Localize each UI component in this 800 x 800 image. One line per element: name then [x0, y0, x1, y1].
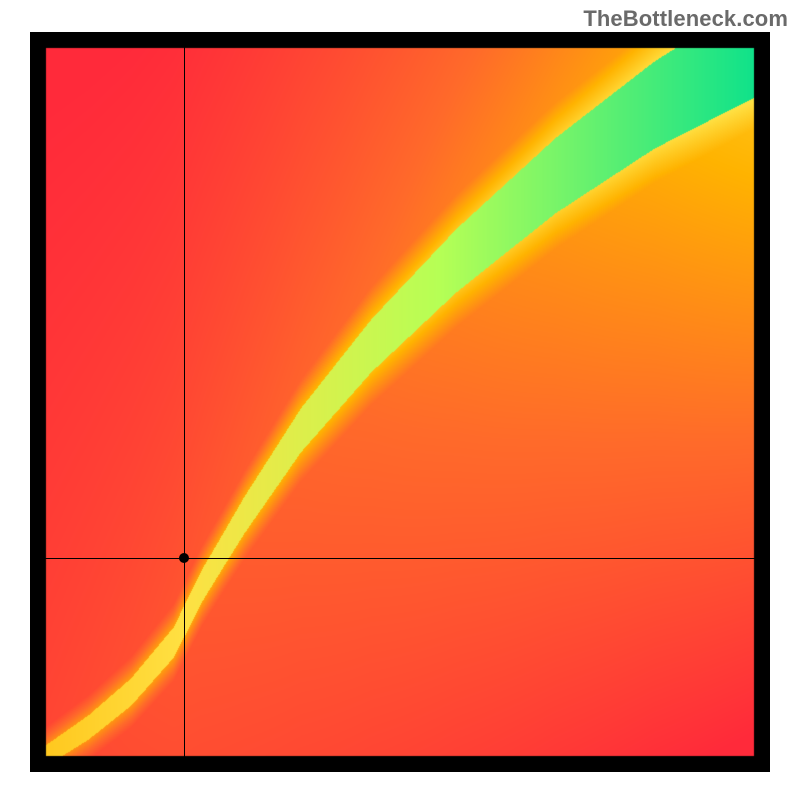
watermark-text: TheBottleneck.com: [583, 6, 788, 32]
figure-frame: TheBottleneck.com: [0, 0, 800, 800]
crosshair-vertical: [184, 32, 185, 772]
heatmap-canvas: [30, 32, 770, 772]
plot-area: [30, 32, 770, 772]
marker-dot: [179, 553, 189, 563]
crosshair-horizontal: [30, 558, 770, 559]
